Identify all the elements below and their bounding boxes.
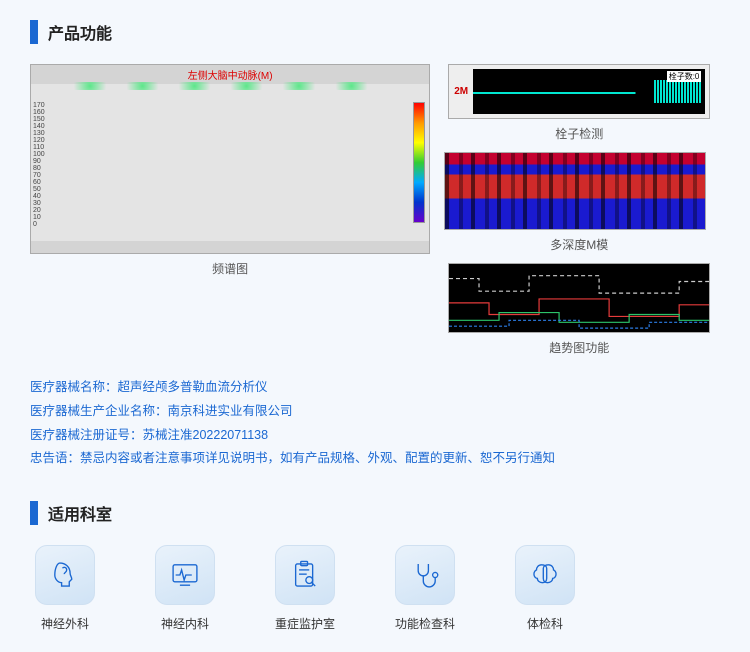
- ytick: 170: [33, 102, 55, 109]
- trend-series: [449, 276, 709, 293]
- ytick: 40: [33, 193, 55, 200]
- brain-icon: [515, 545, 575, 605]
- department-label: 功能检查科: [395, 615, 455, 632]
- section-header-features: 产品功能: [30, 20, 720, 44]
- trend-svg: [449, 264, 709, 332]
- spectrum-footer: [31, 241, 429, 253]
- emboli-probe-label: 2M: [449, 65, 473, 118]
- spectrum-chart: 左侧大脑中动脉(M) 17016015014013012011010090807…: [30, 64, 430, 254]
- stethoscope-icon: [395, 545, 455, 605]
- department-item: 体检科: [510, 545, 580, 632]
- trend-caption: 趋势图功能: [549, 339, 609, 356]
- department-item: 神经外科: [30, 545, 100, 632]
- gallery-left: 左侧大脑中动脉(M) 17016015014013012011010090807…: [30, 64, 430, 356]
- clipboard-search-icon: [275, 545, 335, 605]
- emboli-caption: 栓子检测: [555, 125, 603, 142]
- ytick: 70: [33, 172, 55, 179]
- ytick: 110: [33, 144, 55, 151]
- monitor-wave-icon: [155, 545, 215, 605]
- spectrum-colorbar: [413, 102, 425, 223]
- mmode-block: 多深度M模: [448, 152, 710, 253]
- emboli-chart: 2M 栓子数:0: [448, 64, 710, 119]
- emboli-tag: 栓子数:0: [667, 71, 702, 82]
- ytick: 150: [33, 116, 55, 123]
- mmode-chart: [444, 152, 706, 230]
- info-label: 忠告语：: [30, 447, 80, 471]
- section-title-features: 产品功能: [48, 20, 112, 44]
- ytick: 100: [33, 151, 55, 158]
- info-lines: 医疗器械名称：超声经颅多普勒血流分析仪医疗器械生产企业名称：南京科进实业有限公司…: [30, 376, 720, 471]
- ytick: 60: [33, 179, 55, 186]
- trend-block: 趋势图功能: [448, 263, 710, 356]
- emboli-body: 栓子数:0: [473, 69, 705, 114]
- department-item: 神经内科: [150, 545, 220, 632]
- emboli-burst: [654, 80, 700, 103]
- department-label: 神经外科: [41, 615, 89, 632]
- department-item: 重症监护室: [270, 545, 340, 632]
- info-label: 医疗器械名称：: [30, 376, 118, 400]
- ytick: 120: [33, 137, 55, 144]
- section-title-departments: 适用科室: [48, 501, 112, 525]
- trend-series: [449, 299, 709, 316]
- department-label: 体检科: [527, 615, 563, 632]
- mmode-bands: [445, 153, 705, 229]
- info-value: 南京科进实业有限公司: [168, 400, 293, 424]
- trend-series: [449, 320, 709, 328]
- ytick: 50: [33, 186, 55, 193]
- trend-chart: [448, 263, 710, 333]
- ytick: 10: [33, 214, 55, 221]
- department-row: 神经外科 神经内科 重症监护室 功能检查科 体检科: [30, 545, 720, 632]
- department-label: 重症监护室: [275, 615, 335, 632]
- ytick: 130: [33, 130, 55, 137]
- ytick: 90: [33, 158, 55, 165]
- mmode-caption: 多深度M模: [550, 236, 608, 253]
- section-header-departments: 适用科室: [30, 501, 720, 525]
- ytick: 140: [33, 123, 55, 130]
- department-label: 神经内科: [161, 615, 209, 632]
- department-item: 功能检查科: [390, 545, 460, 632]
- section-bar: [30, 501, 38, 525]
- features-gallery: 左侧大脑中动脉(M) 17016015014013012011010090807…: [30, 64, 720, 356]
- brain-head-icon: [35, 545, 95, 605]
- mmode-colorbar: [705, 153, 706, 229]
- emboli-block: 2M 栓子数:0 栓子检测: [448, 64, 710, 142]
- info-line: 医疗器械注册证号：苏械注准20222071138: [30, 424, 720, 448]
- ytick: 0: [33, 221, 55, 228]
- info-line: 忠告语：禁忌内容或者注意事项详见说明书，如有产品规格、外观、配置的更新、恕不另行…: [30, 447, 720, 471]
- info-line: 医疗器械名称：超声经颅多普勒血流分析仪: [30, 376, 720, 400]
- ytick: 80: [33, 165, 55, 172]
- info-value: 超声经颅多普勒血流分析仪: [118, 376, 268, 400]
- info-label: 医疗器械注册证号：: [30, 424, 143, 448]
- info-value: 苏械注准20222071138: [143, 424, 269, 448]
- section-bar: [30, 20, 38, 44]
- info-line: 医疗器械生产企业名称：南京科进实业有限公司: [30, 400, 720, 424]
- ytick: 160: [33, 109, 55, 116]
- info-label: 医疗器械生产企业名称：: [30, 400, 168, 424]
- ytick: 20: [33, 207, 55, 214]
- ytick: 30: [33, 200, 55, 207]
- spectrum-caption: 频谱图: [212, 260, 248, 277]
- spectrum-yscale: 1701601501401301201101009080706050403020…: [33, 102, 55, 223]
- info-value: 禁忌内容或者注意事项详见说明书，如有产品规格、外观、配置的更新、恕不另行通知: [80, 447, 555, 471]
- spectrum-block: 左侧大脑中动脉(M) 17016015014013012011010090807…: [30, 64, 430, 277]
- gallery-right: 2M 栓子数:0 栓子检测 多深度M模 趋势图功能: [448, 64, 710, 356]
